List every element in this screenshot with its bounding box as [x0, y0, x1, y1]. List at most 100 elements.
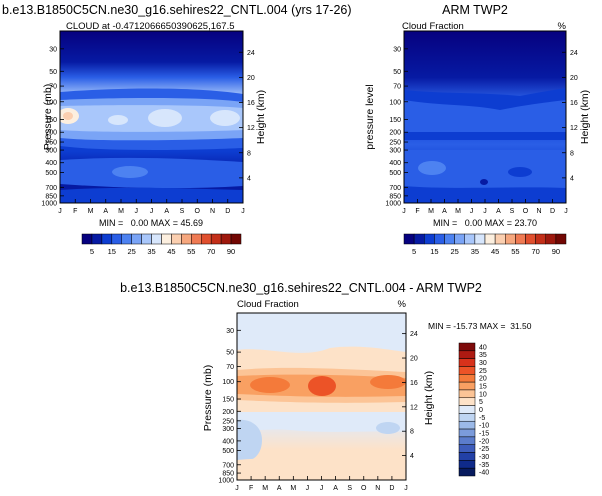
pressure-tick-label: 200 [45, 130, 57, 137]
panel-obs-colorbar: 5 15 25 35 45 55 70 90 [403, 233, 567, 256]
panel-obs-title: ARM TWP2 [442, 3, 508, 17]
panel-obs-subtitle: Cloud Fraction [402, 21, 464, 32]
pressure-tick-label: 50 [393, 69, 401, 76]
pressure-tick-label: 150 [45, 117, 57, 124]
month-tick-label: J [320, 485, 324, 492]
colorbar-swatch [505, 233, 516, 245]
diff-colorbar-label: 0 [479, 407, 483, 414]
month-tick-label: O [361, 485, 367, 492]
colorbar-swatch [220, 233, 232, 245]
diff-colorbar-label: -25 [479, 446, 489, 453]
height-tick-label: 4 [410, 453, 414, 460]
diff-colorbar-swatch [458, 381, 476, 391]
colorbar-swatch [161, 233, 172, 245]
colorbar-swatch [515, 233, 526, 245]
diff-colorbar-swatch [458, 467, 476, 477]
colorbar-swatch [413, 233, 425, 245]
colorbar-swatch [454, 233, 465, 245]
month-tick-label: A [103, 208, 108, 215]
panel-obs-contours [404, 88, 566, 188]
colorbar-label: 25 [450, 247, 458, 256]
colorbar-swatch [525, 233, 536, 245]
colorbar-label: 25 [128, 247, 136, 256]
diff-colorbar-label: -30 [479, 454, 489, 461]
month-tick-label: A [496, 208, 501, 215]
month-tick-label: D [225, 208, 230, 215]
pressure-tick-label: 30 [49, 46, 57, 53]
colorbar-swatch [141, 233, 152, 245]
diff-colorbar-swatch [458, 420, 476, 430]
height-tick-label: 8 [410, 429, 414, 436]
diff-colorbar-swatch [458, 460, 476, 469]
height-tick-label: 24 [570, 50, 578, 57]
diff-colorbar-label: 25 [479, 368, 487, 375]
month-tick-label: N [210, 208, 215, 215]
pressure-tick-label: 50 [49, 69, 57, 76]
pressure-tick-label: 850 [45, 193, 57, 200]
month-tick-label: S [180, 208, 185, 215]
month-tick-label: J [150, 208, 154, 215]
month-tick-label: J [564, 208, 568, 215]
month-tick-label: A [333, 485, 338, 492]
colorbar-swatch [111, 233, 122, 245]
panel-obs-ylabel: pressure level [364, 84, 376, 149]
figure-title-bottom: b.e13.B1850C5CN.ne30_g16.sehires22_CNTL.… [120, 281, 482, 295]
colorbar-label: 35 [471, 247, 479, 256]
pressure-tick-label: 300 [222, 426, 234, 433]
colorbar-label: 45 [167, 247, 175, 256]
colorbar-label: 15 [108, 247, 116, 256]
diff-colorbar-label: 5 [479, 399, 483, 406]
month-tick-label: M [88, 208, 94, 215]
month-tick-label: M [118, 208, 124, 215]
height-tick-label: 12 [570, 125, 578, 132]
height-tick-label: 20 [410, 356, 418, 363]
month-tick-label: J [404, 485, 408, 492]
colorbar-swatch [210, 233, 222, 245]
month-tick-label: F [249, 485, 253, 492]
pressure-tick-label: 500 [222, 448, 234, 455]
panel-diff-subtitle: Cloud Fraction [237, 299, 299, 310]
colorbar-swatch [434, 233, 445, 245]
pressure-tick-label: 250 [389, 140, 401, 147]
month-tick-label: D [389, 485, 394, 492]
colorbar-swatch [91, 233, 103, 245]
pressure-tick-label: 150 [389, 117, 401, 124]
diff-colorbar-swatch [458, 413, 476, 422]
figure-title-left: b.e13.B1850C5CN.ne30_g16.sehires22_CNTL.… [2, 3, 352, 17]
month-tick-label: N [375, 485, 380, 492]
colorbar-swatch [555, 233, 567, 245]
month-tick-label: J [402, 208, 406, 215]
colorbar-swatch [230, 233, 242, 245]
height-tick-label: 16 [410, 380, 418, 387]
panel-model-ylabel: Pressure (mb) [42, 84, 54, 151]
pressure-tick-label: 300 [389, 148, 401, 155]
colorbar-label: 55 [187, 247, 195, 256]
pressure-tick-label: 70 [393, 84, 401, 91]
month-tick-label: S [347, 485, 352, 492]
diff-colorbar-swatch [458, 389, 476, 399]
pressure-tick-label: 1000 [41, 201, 57, 208]
colorbar-label: 90 [552, 247, 560, 256]
panel-diff-units: % [398, 299, 407, 310]
pressure-tick-label: 100 [45, 99, 57, 106]
colorbar-swatch [444, 233, 455, 245]
colorbar-label: 55 [511, 247, 519, 256]
panel-diff-contours [237, 346, 406, 480]
colorbar-label: 15 [430, 247, 438, 256]
month-tick-label: M [428, 208, 434, 215]
colorbar-swatch [494, 233, 506, 245]
diff-colorbar-swatch [458, 342, 476, 352]
pressure-tick-label: 30 [226, 328, 234, 335]
pressure-tick-label: 100 [389, 99, 401, 106]
month-tick-label: J [241, 208, 245, 215]
diff-colorbar-label: -10 [479, 423, 489, 430]
month-tick-label: A [164, 208, 169, 215]
pressure-tick-label: 700 [222, 462, 234, 469]
diff-colorbar-swatch [458, 374, 476, 383]
pressure-tick-label: 30 [393, 46, 401, 53]
diff-colorbar-swatch [458, 358, 476, 367]
diff-colorbar-label: 10 [479, 391, 487, 398]
